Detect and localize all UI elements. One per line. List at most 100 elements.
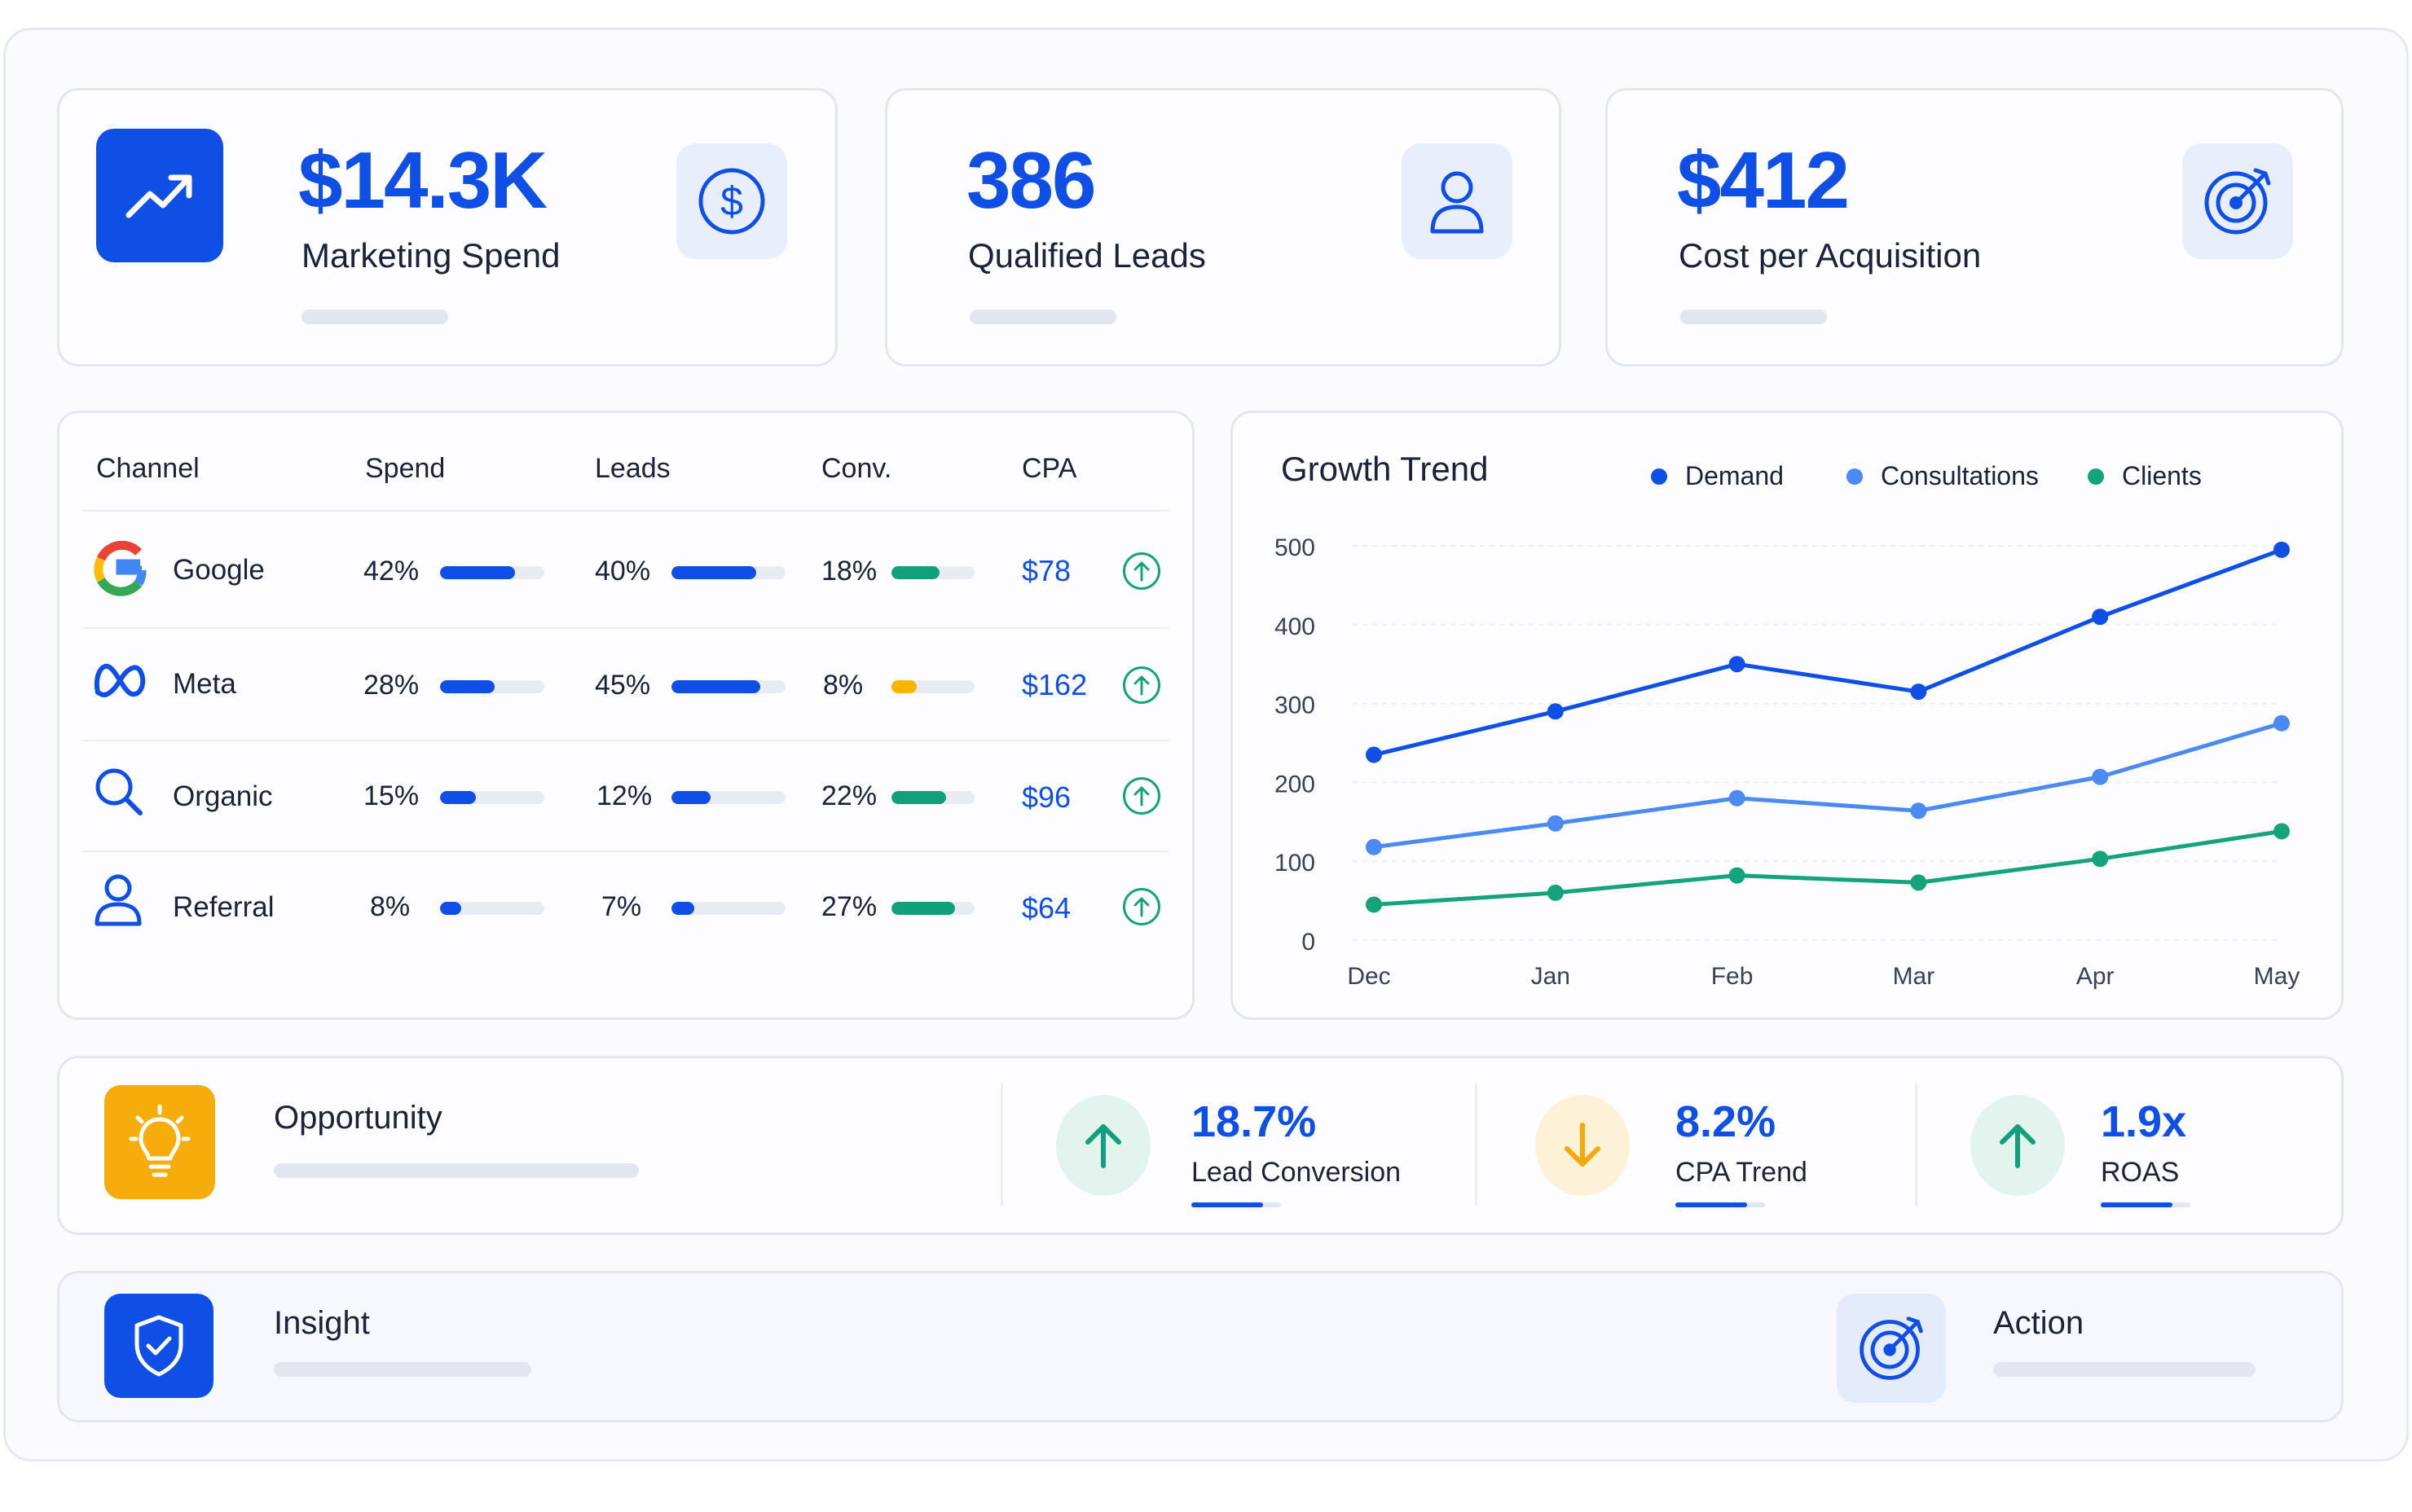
progress-track [891,680,975,693]
trend-up-circle-icon[interactable] [1123,777,1160,815]
x-tick-label: Feb [1711,963,1754,990]
progress-fill [671,566,756,579]
data-point [1728,656,1745,673]
table-divider [81,740,1169,741]
chart-title: Growth Trend [1281,450,1489,488]
y-tick-label: 300 [1274,692,1315,719]
progress-track [440,566,544,579]
kpi-label: Cost per Acquisition [1679,236,1982,275]
spend-pct: 42% [363,556,420,587]
data-point [1366,746,1382,763]
legend-label: Consultations [1881,461,2039,490]
data-point [2273,714,2290,732]
target-icon [1837,1294,1946,1403]
y-tick-label: 500 [1274,534,1315,561]
kpi-placeholder-bar [302,310,448,324]
metric-divider [1915,1083,1917,1206]
progress-fill [440,791,476,804]
progress-fill [891,680,917,693]
trend-up-circle-icon[interactable] [1123,552,1160,590]
user-icon [1402,143,1512,259]
trend-up-circle-icon[interactable] [1123,888,1160,925]
data-point [2092,850,2109,868]
data-point [1366,896,1382,913]
channel-name: Meta [173,668,236,700]
progress-track [440,902,544,915]
col-header-leads[interactable]: Leads [595,453,671,484]
meta-icon [91,660,148,701]
spend-pct: 15% [363,780,420,811]
col-header-spend[interactable]: Spend [365,453,446,484]
table-divider [81,850,1169,852]
table-divider [81,510,1169,512]
data-point [1910,802,1927,820]
channel-name: Organic [173,780,273,812]
progress-track [891,902,975,915]
trend-up-icon [96,129,223,262]
arrow-down-icon [1535,1095,1630,1196]
metric-underline [1675,1202,1765,1207]
growth-trend-chart: 500 400 300 200 100 0 Dec Jan Feb Mar Apr May [1274,534,2300,990]
metric-label: Lead Conversion [1191,1157,1402,1188]
progress-fill [671,680,760,693]
metric-label: CPA Trend [1675,1157,1807,1188]
svg-text:$: $ [720,178,743,224]
data-point [1910,874,1927,891]
leads-pct: 12% [596,780,653,811]
lightbulb-icon [104,1085,215,1199]
cpa-value: $64 [1022,891,1072,925]
progress-track [891,566,975,579]
legend-item-clients[interactable]: Clients [2088,461,2202,491]
data-point [1728,789,1745,807]
search-icon [93,766,145,818]
legend-item-consultations[interactable]: Consultations [1846,461,2039,491]
data-point [1547,884,1564,901]
y-tick-label: 0 [1301,929,1315,956]
channel-table-card [57,411,1195,1020]
metric-underline [2101,1202,2190,1207]
target-icon [2182,143,2293,259]
kpi-placeholder-bar [970,310,1116,324]
data-point [2273,823,2290,840]
legend-item-demand[interactable]: Demand [1651,461,1784,491]
progress-track [671,680,786,693]
metric-value: 18.7% [1191,1097,1317,1146]
metric-value: 1.9x [2101,1097,2187,1146]
metric-divider [1001,1083,1003,1206]
conv-pct: 18% [821,556,878,587]
metric-divider [1475,1083,1477,1206]
x-tick-label: May [2254,963,2300,990]
col-header-channel[interactable]: Channel [96,453,200,484]
metric-label: ROAS [2101,1157,2180,1188]
legend-label: Clients [2122,461,2202,490]
legend-dot [1846,468,1863,485]
spend-pct: 8% [370,891,411,922]
trend-up-circle-icon[interactable] [1123,666,1160,704]
progress-fill [440,680,495,693]
col-header-cpa[interactable]: CPA [1022,453,1077,484]
x-tick-label: Mar [1893,963,1935,990]
progress-track [671,566,786,579]
col-header-conv[interactable]: Conv. [821,453,892,484]
shield-check-icon [104,1294,213,1398]
metric-value: 8.2% [1675,1097,1776,1146]
progress-track [440,680,544,693]
progress-fill [671,902,694,915]
insight-label: Insight [274,1305,370,1341]
growth-trend-card [1230,411,2344,1020]
user-icon [93,873,143,927]
kpi-placeholder-bar [1680,310,1827,324]
action-label: Action [1993,1305,2084,1341]
google-icon [91,540,148,598]
progress-fill [891,566,940,579]
y-tick-label: 400 [1274,613,1315,640]
kpi-value: $412 [1677,135,1850,225]
dollar-icon: $ [676,143,787,259]
x-tick-label: Dec [1347,963,1390,990]
progress-fill [891,902,955,915]
data-point [1547,815,1564,832]
insight-placeholder-bar [274,1362,531,1377]
data-point [1728,867,1745,884]
progress-fill [891,791,946,804]
x-tick-label: Apr [2076,963,2115,990]
